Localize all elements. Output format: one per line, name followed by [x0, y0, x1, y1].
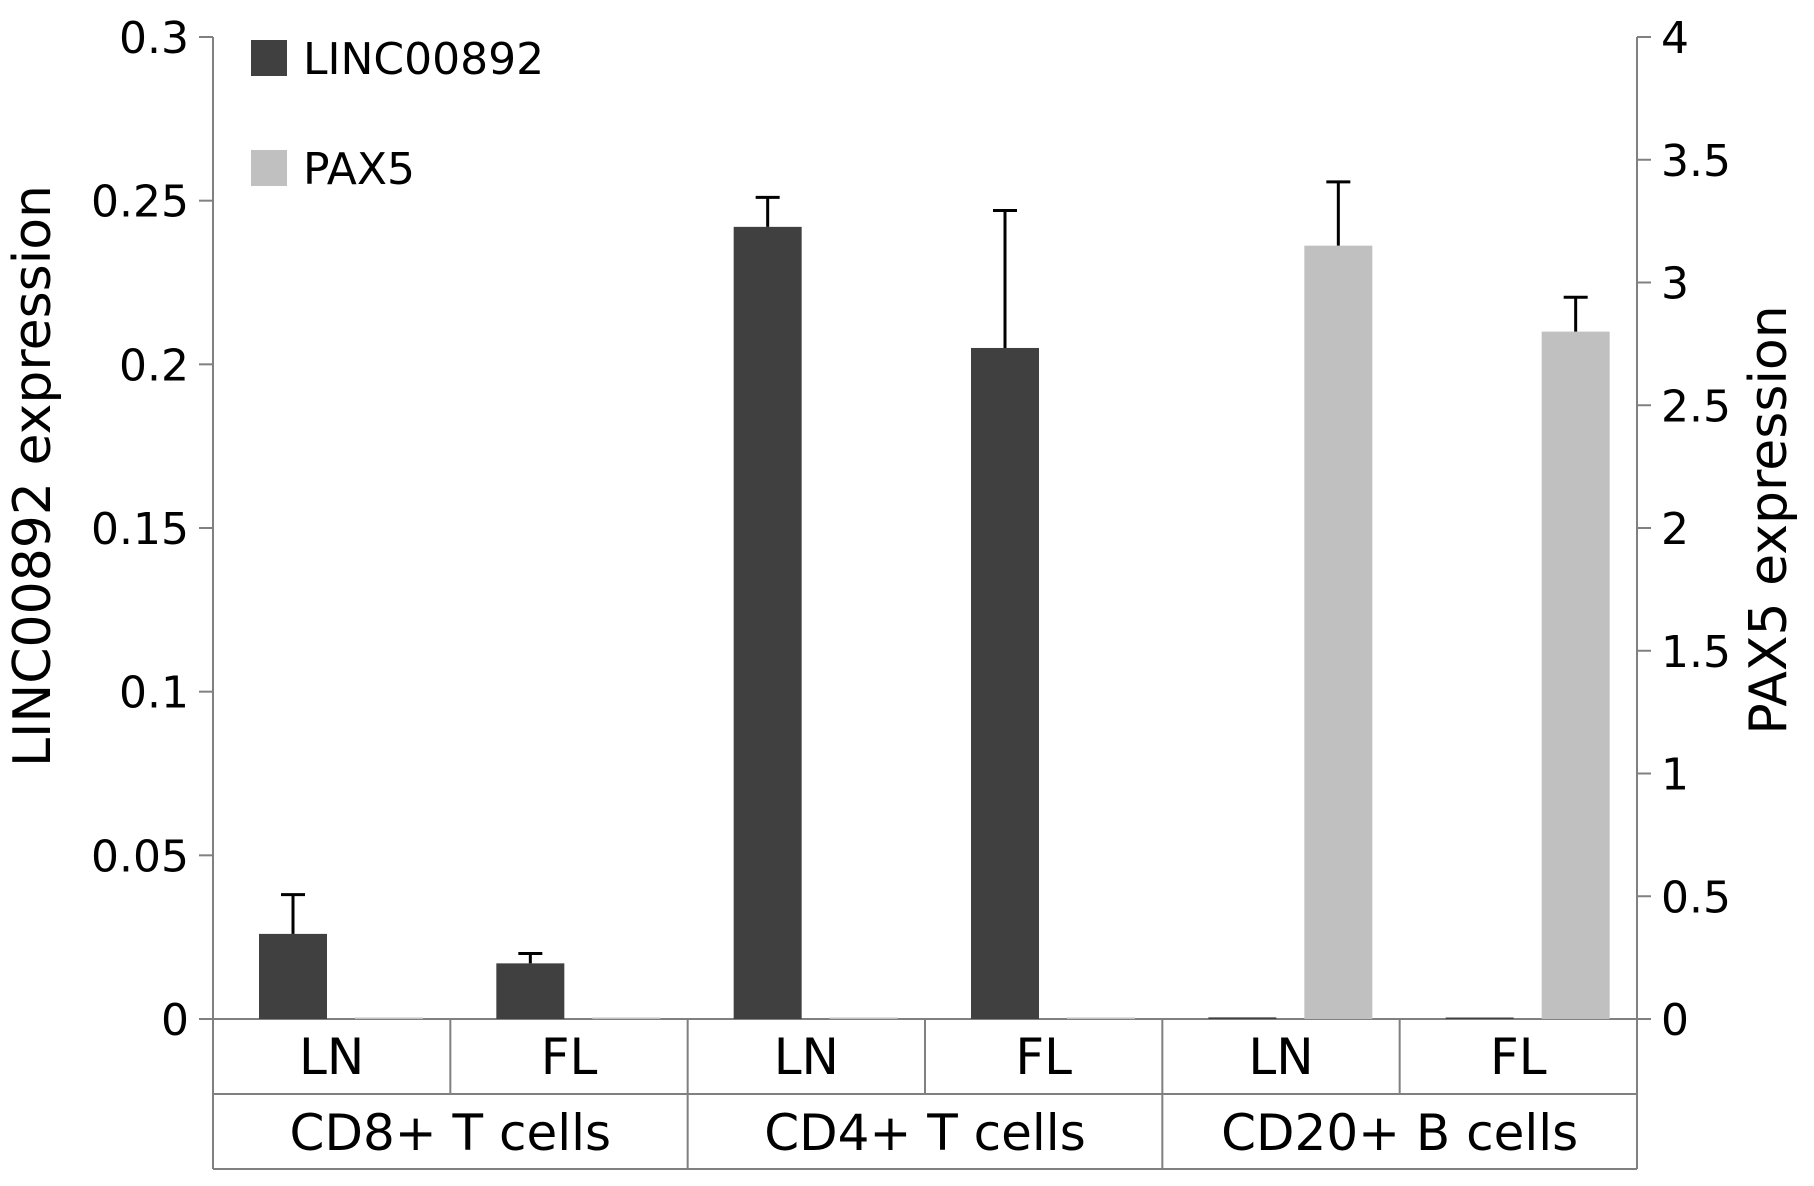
- y2-tick-label: 0: [1661, 995, 1689, 1046]
- y-tick-label: 0.2: [119, 340, 189, 391]
- axes: 0 0.05 0.1 0.15 0.2 0.25 0.3 0 0.5 1 1.5 2 2.5 3 3.5 4: [91, 13, 1731, 1046]
- y2-tick-label: 2.5: [1661, 381, 1731, 432]
- legend: LINC00892 PAX5: [251, 34, 544, 195]
- y-tick-label: 0.3: [119, 13, 189, 64]
- x-tick-label: FL: [541, 1028, 598, 1086]
- x-tick-label: FL: [1015, 1028, 1072, 1086]
- bar-linc00892: [971, 347, 1039, 1019]
- bar-linc00892: [1208, 1017, 1277, 1019]
- y2-tick-label: 1: [1661, 750, 1689, 801]
- bar-pax5: [1304, 245, 1373, 1020]
- bar-linc00892: [733, 226, 802, 1019]
- y2-tick-label: 2: [1661, 504, 1689, 555]
- y2-tick-label: 3: [1661, 259, 1689, 310]
- error-bars: [281, 180, 1588, 964]
- bars: [259, 226, 1610, 1020]
- bar-pax5: [592, 1017, 661, 1019]
- y2-tick-label: 3.5: [1661, 136, 1731, 187]
- group-label: CD4+ T cells: [764, 1104, 1086, 1162]
- legend-swatch: [251, 40, 287, 76]
- x-tick-label: LN: [299, 1028, 364, 1086]
- bar-pax5: [1541, 331, 1610, 1020]
- legend-label: PAX5: [303, 144, 415, 195]
- x-tick-label: LN: [774, 1028, 839, 1086]
- x-tick-label: FL: [1490, 1028, 1547, 1086]
- y2-tick-label: 0.5: [1661, 872, 1731, 923]
- group-label: CD20+ B cells: [1221, 1104, 1578, 1162]
- bar-pax5: [829, 1017, 898, 1019]
- y-axis-title: LINC00892 expression: [3, 185, 63, 767]
- bar-pax5: [1067, 1017, 1135, 1019]
- y2-axis-title: PAX5 expression: [1739, 305, 1799, 734]
- bar-pax5: [355, 1017, 423, 1019]
- x-tick-label: LN: [1248, 1028, 1313, 1086]
- group-label: CD8+ T cells: [290, 1104, 612, 1162]
- y2-tick-label: 4: [1661, 13, 1689, 64]
- bar-linc00892: [259, 933, 327, 1019]
- y2-tick-label: 1.5: [1661, 627, 1731, 678]
- y-tick-label: 0: [161, 995, 189, 1046]
- legend-label: LINC00892: [303, 34, 544, 85]
- legend-swatch: [251, 150, 287, 186]
- bar-linc00892: [496, 963, 565, 1019]
- y-tick-label: 0.25: [91, 177, 189, 228]
- bar-linc00892: [1445, 1017, 1514, 1019]
- category-table: LN FL LN FL LN FL CD8+ T cells CD4+ T cells CD20…: [212, 1019, 1638, 1170]
- y-tick-label: 0.15: [91, 504, 189, 555]
- y-tick-label: 0.05: [91, 831, 189, 882]
- y-tick-label: 0.1: [119, 668, 189, 719]
